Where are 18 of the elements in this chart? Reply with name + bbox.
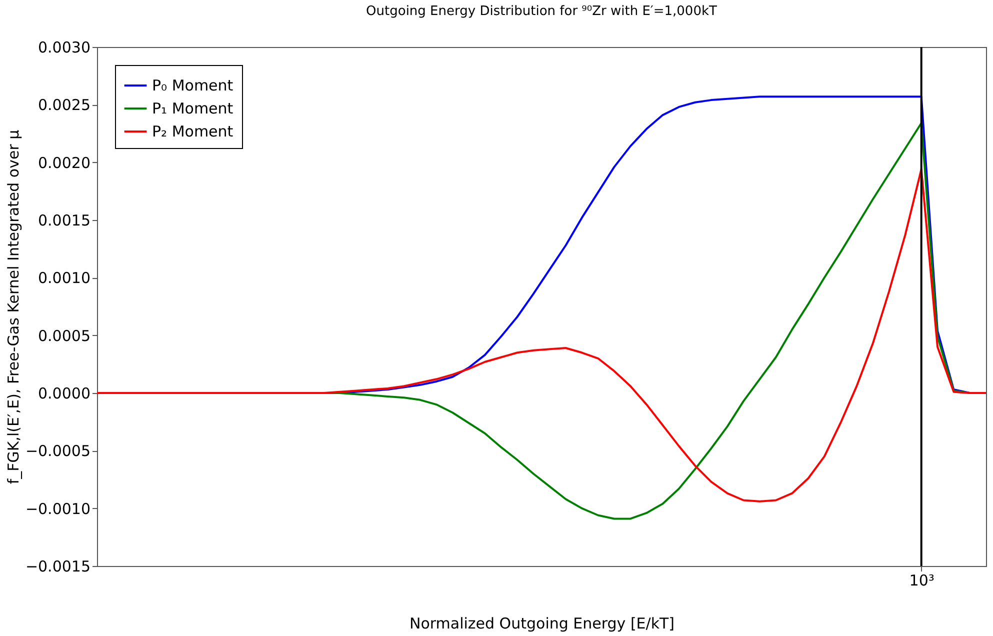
y-tick-label: 0.0000 [38,384,90,402]
y-tick-label: 0.0020 [38,154,90,172]
x-axis-title: Normalized Outgoing Energy [E/kT] [409,614,675,632]
legend-label: P₁ Moment [152,100,234,118]
y-tick-label: −0.0010 [25,500,90,518]
y-tick-label: 0.0005 [38,326,90,345]
y-tick-label: −0.0015 [25,558,90,576]
line-series [97,168,986,502]
y-tick-label: −0.0005 [25,442,90,460]
y-axis-title: f_FGK,l(E′,E), Free-Gas Kernel Integrated over μ [4,129,22,484]
y-tick-label: 0.0030 [38,38,90,56]
legend-label: P₀ Moment [152,76,234,94]
y-tick-label: 0.0015 [38,212,90,230]
chart-title: Outgoing Energy Distribution for ⁹⁰Zr with E′=1,000kT [366,4,718,19]
legend-label: P₂ Moment [152,122,234,140]
x-tick-label: 10³ [909,572,934,590]
y-tick-label: 0.0025 [38,96,90,114]
y-tick-label: 0.0010 [38,269,90,288]
